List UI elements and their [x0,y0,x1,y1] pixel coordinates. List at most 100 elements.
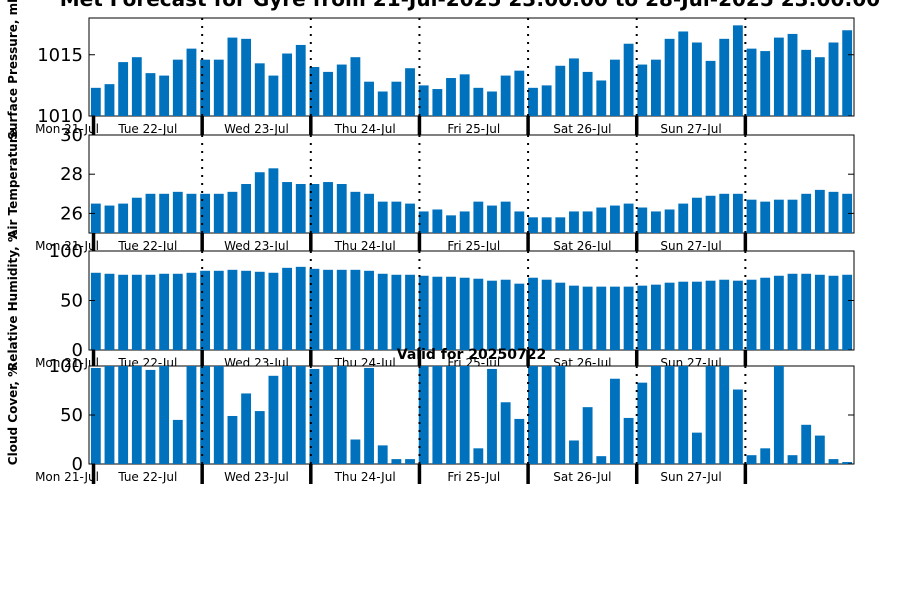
bar [541,85,552,117]
bar [446,366,456,464]
bar [295,44,306,117]
bar [104,205,115,233]
bar [145,274,156,350]
bar [350,191,361,233]
bar [350,269,361,350]
bar [377,201,388,233]
bar [500,402,511,464]
bar [391,81,402,116]
bar [596,207,607,233]
bar [213,59,224,116]
bar [842,274,853,350]
page-title: Met Forecast for Gyre from 21-Jul-2025 2… [60,0,880,11]
bar [295,366,306,464]
bar [637,207,648,233]
bar [323,71,333,116]
bar [405,459,415,464]
bar [610,286,620,350]
bar [541,217,552,233]
bar [104,273,115,350]
bar [760,201,771,233]
bar [828,191,839,233]
bar [500,279,511,350]
bar [227,269,238,350]
bar [268,75,279,116]
bar [610,378,620,464]
bar [446,215,456,233]
bar [801,49,812,116]
day-label: Fri 25-Jul [447,122,500,136]
bar [145,73,156,117]
bar [637,285,648,350]
day-label: Tue 22-Jul [117,122,177,136]
bar [582,286,593,350]
bar [295,266,306,350]
bar [213,193,224,233]
bar [828,42,839,116]
day-label: Thu 24-Jul [334,470,396,484]
bar [336,64,347,116]
panel-title: Valid for 20250722 [397,347,546,363]
day-label: Mon 21-Jul [35,122,99,136]
y-tick-label: 1015 [37,45,83,66]
day-label: Mon 21-Jul [35,239,99,253]
bar-series [90,266,853,350]
bar [364,81,374,116]
y-tick-label: 0 [72,454,83,475]
chart-panel-1: 1010 1015 Surface Pressure, mb Mon 21-Jul Tu… [6,0,855,140]
bar [377,273,388,350]
y-tick-label: 100 [49,241,83,262]
bar [732,389,743,464]
bar [487,205,497,233]
day-label: Thu 24-Jul [334,239,396,253]
day-label: Sun 27-Jul [660,122,721,136]
bar [227,191,238,233]
bar [364,193,374,233]
bar [418,211,429,233]
bar [691,281,702,350]
bar [377,445,388,464]
bar [746,48,757,117]
bar [227,37,238,116]
bar [623,417,634,464]
bar [623,43,634,117]
bar [227,415,238,464]
bar [186,366,197,464]
y-axis-label: Relative Humidity, % [6,230,20,371]
bar [814,435,825,464]
bar [651,366,661,464]
bar [405,274,415,350]
day-label: Sun 27-Jul [660,239,721,253]
bar [364,270,374,350]
bar [773,199,784,233]
bar [118,274,129,350]
bar [241,270,252,350]
bar [282,182,292,233]
bar [282,267,292,350]
y-tick-label: 30 [60,125,83,146]
bar [555,366,566,464]
bar-series [90,366,853,464]
bar [528,87,538,116]
bar [773,366,784,464]
bar [651,59,661,116]
bar [336,366,347,464]
bar [500,75,511,116]
day-label: Fri 25-Jul [447,239,500,253]
bar [514,70,525,116]
bar [569,440,579,464]
bar [131,197,142,233]
bar [172,191,183,233]
bar [787,199,798,233]
bar [186,48,197,117]
bar [459,74,470,116]
bar [787,273,798,350]
day-label: Wed 23-Jul [224,470,289,484]
bar [842,462,853,464]
bar [432,366,443,464]
bar [760,448,771,464]
bar [323,182,333,233]
bar [309,67,320,116]
bar [487,91,497,116]
bar [514,211,525,233]
